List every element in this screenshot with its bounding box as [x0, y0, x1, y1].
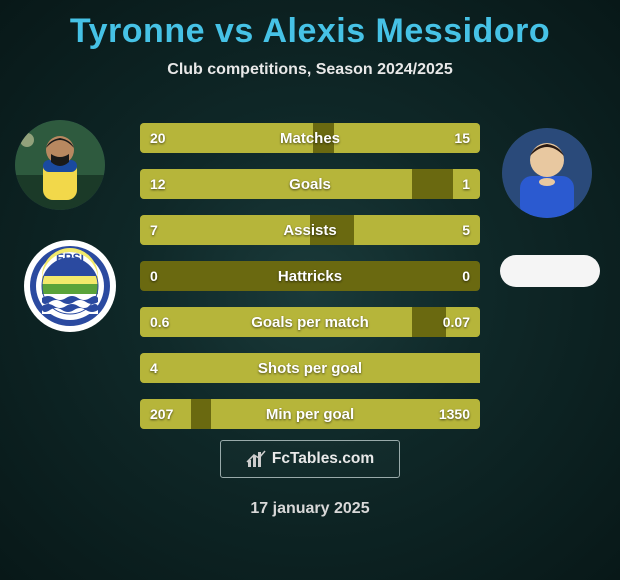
stat-value-right: 15	[454, 130, 470, 146]
stat-row-matches: 20 Matches 15	[140, 123, 480, 153]
stat-row-goals: 12 Goals 1	[140, 169, 480, 199]
stat-label: Shots per goal	[258, 360, 362, 377]
page-title: Tyronne vs Alexis Messidoro	[0, 0, 620, 51]
stat-value-right: 0.07	[443, 314, 470, 330]
stat-label: Matches	[280, 130, 340, 147]
stats-bars: 20 Matches 15 12 Goals 1 7 Assists 5 0 H…	[140, 123, 480, 445]
stat-value-left: 20	[150, 130, 166, 146]
stat-row-hattricks: 0 Hattricks 0	[140, 261, 480, 291]
player-left-avatar	[15, 120, 105, 210]
stat-value-left: 4	[150, 360, 158, 376]
stat-row-min-per-goal: 207 Min per goal 1350	[140, 399, 480, 429]
stat-row-assists: 7 Assists 5	[140, 215, 480, 245]
stat-value-right: 1	[462, 176, 470, 192]
footer-brand: FcTables.com	[220, 440, 400, 478]
club-right-badge-placeholder	[500, 255, 600, 287]
stat-label: Hattricks	[278, 268, 342, 285]
stat-value-left: 207	[150, 406, 173, 422]
footer-date: 17 january 2025	[0, 500, 620, 518]
player-right-avatar	[502, 128, 592, 218]
stat-value-right: 1350	[439, 406, 470, 422]
bars-icon	[246, 449, 266, 469]
stat-row-shots-per-goal: 4 Shots per goal	[140, 353, 480, 383]
stat-value-left: 12	[150, 176, 166, 192]
club-left-badge: ERSI 1933	[24, 240, 116, 332]
subtitle: Club competitions, Season 2024/2025	[0, 61, 620, 79]
stat-label: Assists	[283, 222, 336, 239]
stat-fill-right	[354, 215, 480, 245]
footer-brand-text: FcTables.com	[272, 450, 374, 468]
stat-value-right: 0	[462, 268, 470, 284]
stat-label: Goals	[289, 176, 331, 193]
stat-value-left: 0.6	[150, 314, 169, 330]
stat-row-goals-per-match: 0.6 Goals per match 0.07	[140, 307, 480, 337]
stat-value-left: 0	[150, 268, 158, 284]
stat-label: Goals per match	[251, 314, 369, 331]
stat-fill-left	[140, 169, 412, 199]
stat-value-right: 5	[462, 222, 470, 238]
stat-value-left: 7	[150, 222, 158, 238]
club-left-year-text: 1933	[60, 267, 80, 277]
stat-label: Min per goal	[266, 406, 354, 423]
